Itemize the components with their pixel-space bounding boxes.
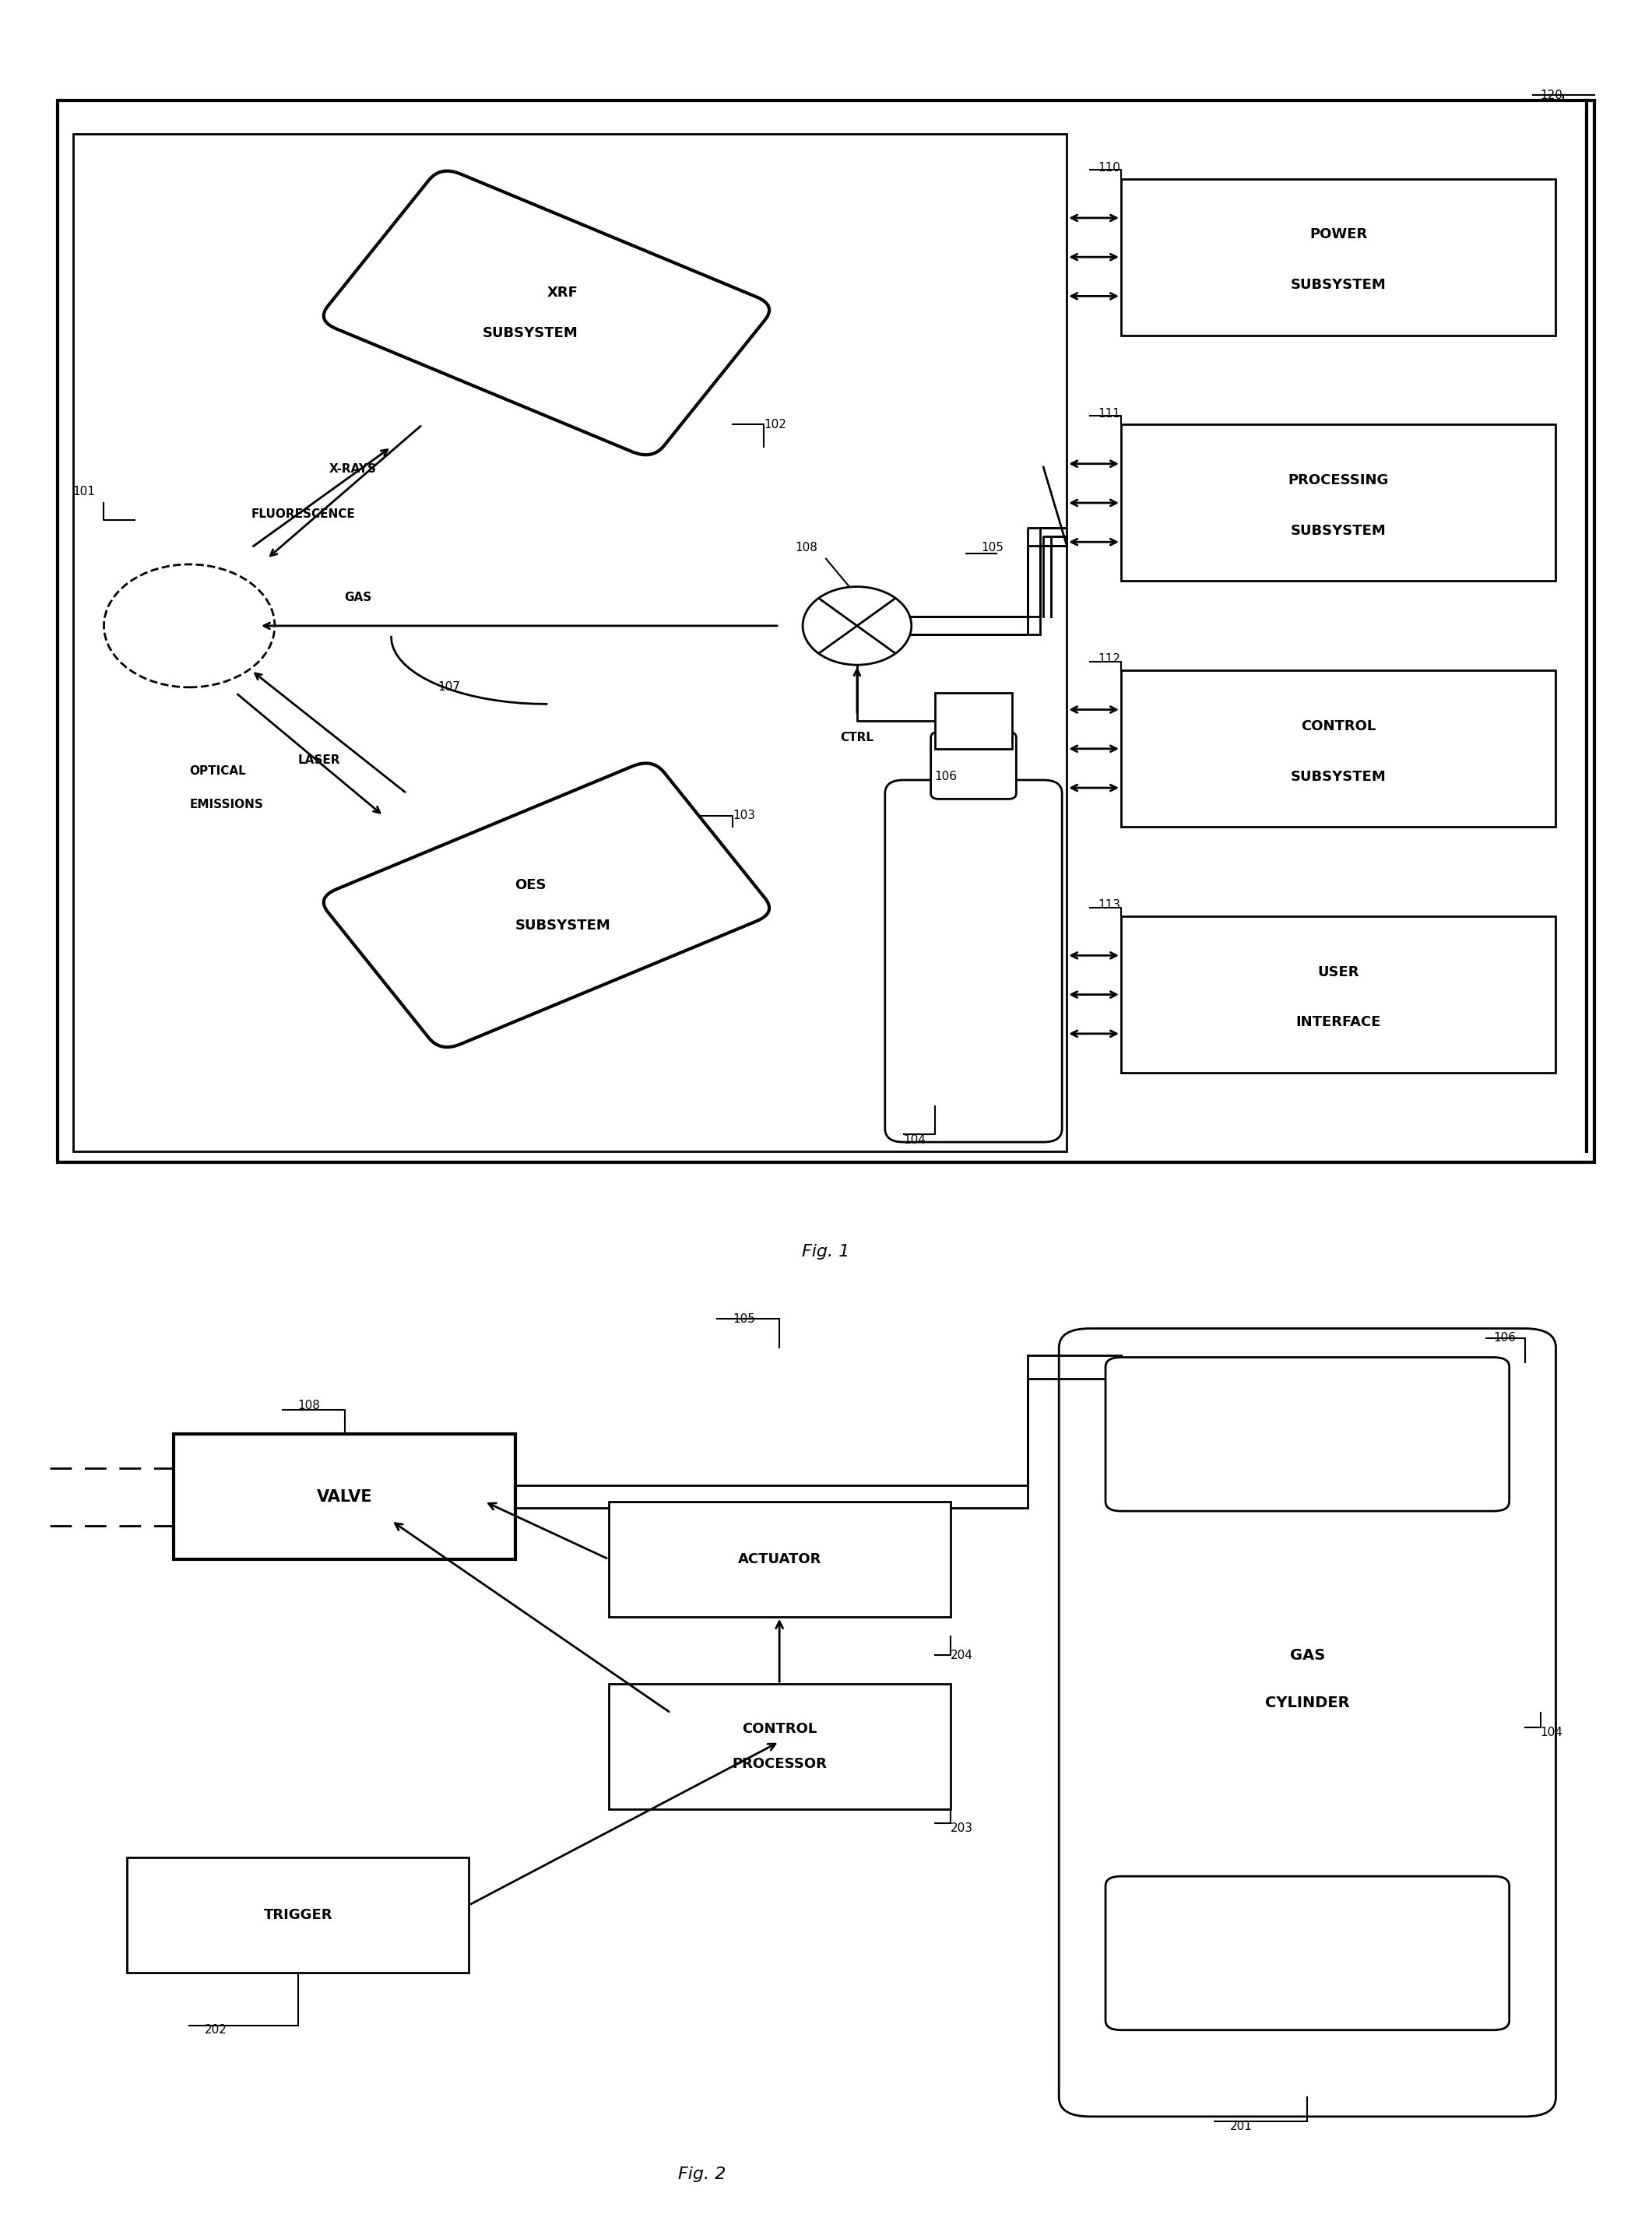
Text: 111: 111 [1097, 407, 1120, 420]
Text: CYLINDER: CYLINDER [1265, 1696, 1350, 1710]
Text: ACTUATOR: ACTUATOR [737, 1551, 821, 1567]
Text: POWER: POWER [1310, 228, 1368, 241]
Text: TRIGGER: TRIGGER [264, 1909, 332, 1922]
Text: CTRL: CTRL [841, 731, 874, 744]
FancyBboxPatch shape [935, 693, 1013, 749]
FancyBboxPatch shape [1059, 1328, 1556, 2117]
FancyBboxPatch shape [173, 1435, 515, 1560]
Text: 120: 120 [1540, 89, 1563, 101]
Text: OPTICAL: OPTICAL [190, 764, 246, 778]
Text: EMISSIONS: EMISSIONS [190, 798, 263, 811]
Text: 107: 107 [438, 682, 461, 693]
Text: 104: 104 [1540, 1725, 1563, 1739]
FancyBboxPatch shape [1122, 425, 1556, 581]
Text: 110: 110 [1097, 161, 1120, 174]
Text: 104: 104 [904, 1133, 927, 1147]
Text: FLUORESCENCE: FLUORESCENCE [251, 507, 355, 521]
FancyBboxPatch shape [73, 134, 1067, 1151]
Text: REMOVABLE: REMOVABLE [1264, 1404, 1351, 1417]
Text: ATTACHMENT: ATTACHMENT [1259, 1451, 1356, 1466]
Text: VALVE: VALVE [317, 1489, 372, 1504]
Text: 201: 201 [1229, 2121, 1252, 2132]
Text: 106: 106 [935, 771, 957, 782]
Text: 102: 102 [763, 418, 786, 431]
Text: SUBSYSTEM: SUBSYSTEM [482, 326, 578, 340]
Text: REFILLING: REFILLING [1270, 1922, 1345, 1936]
Text: LASER: LASER [297, 753, 340, 767]
Text: OES: OES [514, 878, 547, 892]
Text: VALVE: VALVE [1285, 1971, 1330, 1985]
Text: 112: 112 [1097, 653, 1120, 666]
Text: 108: 108 [297, 1399, 320, 1410]
Text: 203: 203 [950, 1822, 973, 1835]
Text: XRF: XRF [547, 286, 578, 299]
Text: CONTROL: CONTROL [742, 1721, 816, 1737]
Text: 101: 101 [73, 485, 96, 498]
Text: 108: 108 [795, 541, 818, 554]
Text: Fig. 1: Fig. 1 [803, 1245, 849, 1258]
Text: PROCESSOR: PROCESSOR [732, 1757, 828, 1770]
Text: SUBSYSTEM: SUBSYSTEM [1290, 277, 1386, 293]
Text: 105: 105 [733, 1312, 755, 1325]
FancyBboxPatch shape [324, 170, 770, 456]
Text: 202: 202 [205, 2025, 228, 2036]
Text: INTERFACE: INTERFACE [1295, 1015, 1381, 1030]
Text: SUBSYSTEM: SUBSYSTEM [1290, 523, 1386, 539]
Text: SUBSYSTEM: SUBSYSTEM [1290, 769, 1386, 784]
FancyBboxPatch shape [1122, 670, 1556, 827]
FancyBboxPatch shape [1122, 916, 1556, 1073]
FancyBboxPatch shape [1105, 1877, 1510, 2029]
FancyBboxPatch shape [885, 780, 1062, 1142]
FancyBboxPatch shape [324, 762, 770, 1048]
Text: GAS: GAS [1290, 1647, 1325, 1663]
Text: PROCESSING: PROCESSING [1289, 474, 1389, 487]
Text: USER: USER [1318, 966, 1360, 979]
FancyBboxPatch shape [608, 1502, 950, 1616]
Text: 103: 103 [733, 809, 755, 822]
FancyBboxPatch shape [930, 733, 1016, 800]
FancyBboxPatch shape [1122, 179, 1556, 335]
Text: 106: 106 [1493, 1332, 1517, 1343]
FancyBboxPatch shape [608, 1685, 950, 1808]
FancyBboxPatch shape [58, 101, 1594, 1162]
Text: 105: 105 [981, 541, 1004, 554]
FancyBboxPatch shape [1105, 1357, 1510, 1511]
Text: X-RAYS: X-RAYS [329, 463, 377, 476]
Text: SUBSYSTEM: SUBSYSTEM [515, 919, 610, 932]
FancyBboxPatch shape [127, 1857, 469, 1974]
Text: Fig. 2: Fig. 2 [677, 2166, 725, 2181]
Text: GAS: GAS [345, 592, 372, 603]
Text: 204: 204 [950, 1649, 973, 1661]
Text: CONTROL: CONTROL [1302, 720, 1376, 733]
Text: 113: 113 [1097, 898, 1120, 912]
